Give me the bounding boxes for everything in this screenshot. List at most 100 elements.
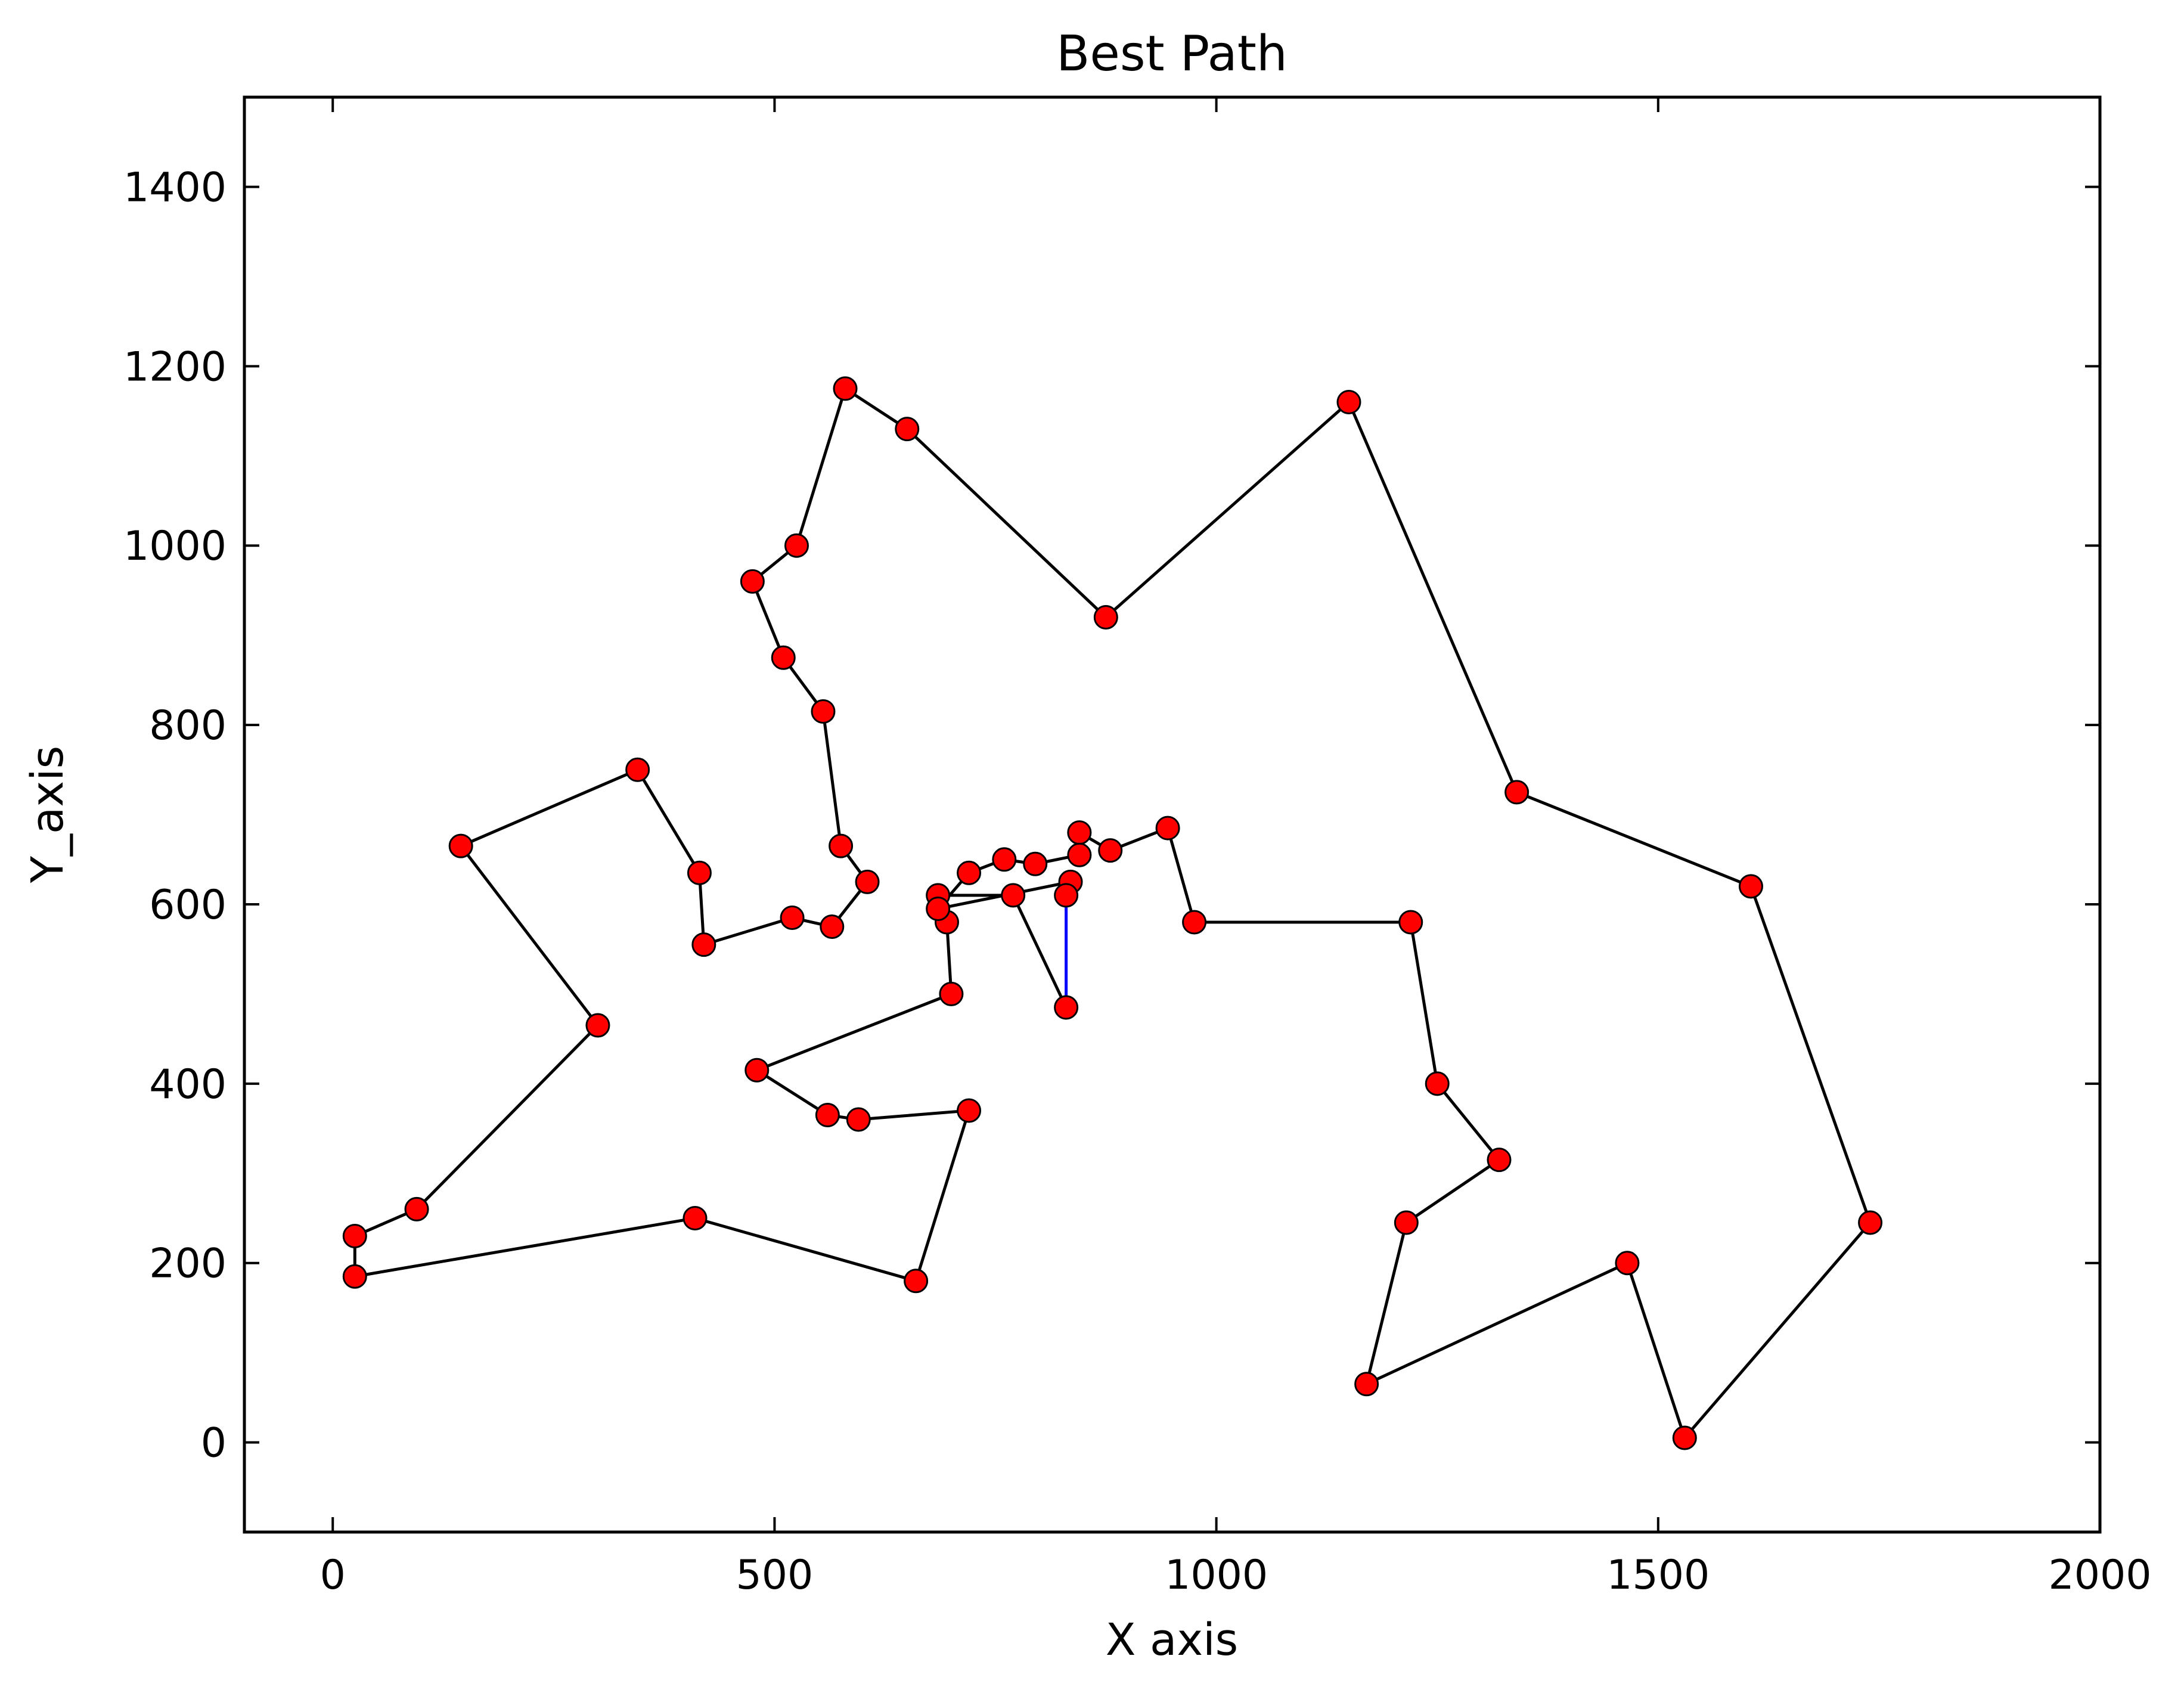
city-point bbox=[846, 1107, 871, 1132]
city-point bbox=[691, 932, 716, 957]
ticks-layer: 0 500 1000 1500 2000 0 200 400 600 800 1000 1200 140… bbox=[123, 97, 2152, 1599]
city-point bbox=[1067, 820, 1092, 845]
city-point bbox=[1182, 910, 1207, 935]
city-point bbox=[1354, 1372, 1379, 1397]
city-point bbox=[784, 533, 809, 558]
city-point bbox=[1504, 780, 1530, 805]
path-segment bbox=[1365, 1261, 1629, 1386]
y-tick-label: 1000 bbox=[123, 523, 227, 570]
path-segment bbox=[1683, 1221, 1872, 1440]
city-point bbox=[1487, 1148, 1512, 1173]
y-tick-label: 200 bbox=[149, 1241, 227, 1288]
city-point bbox=[1093, 605, 1118, 630]
city-point bbox=[1023, 851, 1048, 876]
y-tick-label: 1400 bbox=[123, 164, 227, 211]
path-segment bbox=[353, 1216, 697, 1278]
path-segment bbox=[795, 387, 847, 547]
path-segment bbox=[905, 427, 1107, 619]
city-point bbox=[1615, 1251, 1640, 1276]
x-tick-label: 0 bbox=[320, 1552, 346, 1599]
city-point bbox=[895, 417, 920, 442]
city-point bbox=[811, 699, 836, 724]
path-segment bbox=[914, 1109, 971, 1283]
city-point bbox=[855, 869, 880, 894]
path-segment bbox=[1166, 826, 1196, 924]
path-segment bbox=[1012, 894, 1068, 1009]
x-tick-label: 1000 bbox=[1165, 1552, 1268, 1599]
path-segment bbox=[755, 992, 953, 1072]
city-point bbox=[448, 833, 473, 858]
city-point bbox=[1738, 874, 1763, 899]
city-point bbox=[939, 981, 964, 1006]
city-point bbox=[992, 847, 1017, 872]
x-tick-label: 1500 bbox=[1606, 1552, 1710, 1599]
marks-layer bbox=[342, 376, 1883, 1450]
city-point bbox=[1001, 883, 1026, 908]
chart-title: Best Path bbox=[1056, 26, 1288, 82]
path-segment bbox=[1749, 885, 1872, 1224]
city-point bbox=[404, 1196, 429, 1221]
path-segment bbox=[415, 1024, 600, 1211]
city-point bbox=[957, 860, 982, 885]
path-segment bbox=[821, 709, 843, 848]
path-segment bbox=[1347, 400, 1519, 794]
path-segment bbox=[1409, 920, 1439, 1086]
x-tick-label: 2000 bbox=[2048, 1552, 2151, 1599]
y-axis-label: Y_axis bbox=[22, 746, 73, 883]
path-segment bbox=[857, 1109, 971, 1121]
path-segment bbox=[693, 1216, 918, 1283]
y-tick-label: 400 bbox=[149, 1061, 227, 1108]
city-point bbox=[740, 569, 765, 594]
x-axis-label: X axis bbox=[1106, 1614, 1238, 1666]
city-point bbox=[1054, 995, 1079, 1020]
path-segment bbox=[459, 768, 640, 848]
city-point bbox=[1672, 1425, 1697, 1450]
path-segment bbox=[636, 768, 701, 875]
city-point bbox=[585, 1013, 610, 1038]
city-point bbox=[833, 376, 858, 401]
city-point bbox=[744, 1058, 770, 1083]
path-segment bbox=[1515, 790, 1752, 888]
city-point bbox=[1155, 816, 1180, 841]
city-point bbox=[1336, 389, 1361, 414]
path-segment bbox=[459, 844, 600, 1027]
city-point bbox=[1054, 883, 1079, 908]
city-point bbox=[342, 1224, 367, 1249]
path-segment bbox=[843, 387, 909, 431]
path-segment bbox=[1365, 1221, 1408, 1386]
path-segment bbox=[750, 579, 785, 659]
city-point bbox=[625, 757, 650, 782]
plot-frame bbox=[243, 95, 2102, 1534]
city-point bbox=[1398, 910, 1423, 935]
city-point bbox=[687, 860, 712, 885]
path-segment bbox=[1435, 1082, 1501, 1162]
city-point bbox=[682, 1205, 708, 1230]
city-point bbox=[342, 1264, 367, 1289]
city-point bbox=[926, 896, 951, 921]
city-point bbox=[1858, 1210, 1883, 1235]
path-segment bbox=[1104, 400, 1351, 619]
path-segment bbox=[702, 916, 794, 947]
city-point bbox=[1098, 838, 1123, 863]
x-tick-label: 500 bbox=[736, 1552, 814, 1599]
city-point bbox=[815, 1102, 840, 1127]
city-point bbox=[904, 1269, 929, 1294]
y-tick-label: 600 bbox=[149, 882, 227, 929]
city-point bbox=[1067, 842, 1092, 867]
y-tick-label: 800 bbox=[149, 702, 227, 749]
city-point bbox=[780, 906, 805, 931]
path-segment bbox=[1625, 1261, 1686, 1440]
path-segment bbox=[1404, 1158, 1501, 1224]
path-segment bbox=[755, 1068, 829, 1117]
city-point bbox=[957, 1098, 982, 1123]
city-point bbox=[1425, 1071, 1450, 1096]
city-point bbox=[771, 645, 796, 670]
y-tick-label: 1200 bbox=[123, 343, 227, 390]
y-tick-label: 0 bbox=[201, 1420, 227, 1467]
city-point bbox=[820, 914, 845, 939]
city-point bbox=[1394, 1210, 1419, 1235]
city-point bbox=[829, 833, 854, 858]
